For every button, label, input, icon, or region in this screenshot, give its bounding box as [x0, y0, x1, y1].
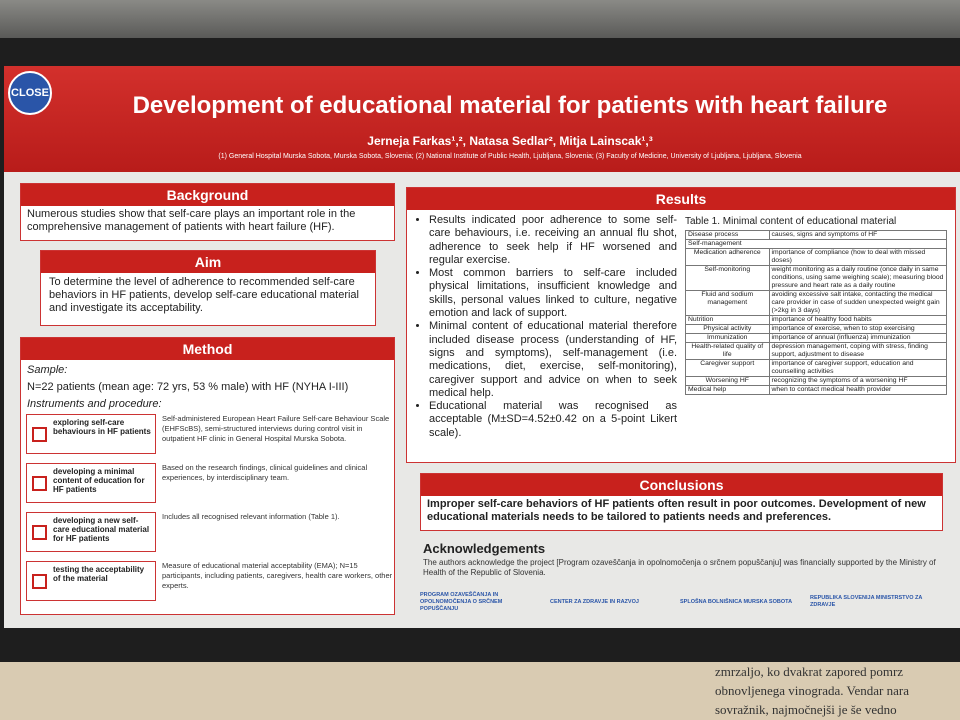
table-cell: Nutrition	[685, 315, 770, 325]
table-row: Physical activity importance of exercise,…	[685, 324, 948, 334]
table-cell: when to contact medical health provider	[768, 385, 948, 395]
table-row: Medication adherence importance of compli…	[685, 248, 948, 266]
table-cell: Self-monitoring	[685, 265, 770, 291]
header-band	[4, 66, 960, 172]
method-step: exploring self-care behaviours in HF pat…	[26, 414, 396, 458]
table-cell: importance of exercise, when to stop exe…	[768, 324, 948, 334]
table-row: Self-monitoring weight monitoring as a da…	[685, 265, 948, 291]
ack-text: The authors acknowledge the project [Pro…	[423, 558, 936, 577]
table-cell: Fluid and sodium management	[685, 290, 770, 316]
section-heading: Background	[21, 184, 394, 206]
result-bullet: Educational material was recognised as a…	[429, 400, 677, 440]
table-row: Immunization importance of annual (influe…	[685, 333, 948, 343]
instruments-label: Instruments and procedure:	[27, 398, 162, 410]
table-cell: Caregiver support	[685, 359, 770, 377]
step-label: developing a minimal content of educatio…	[26, 463, 156, 503]
affiliations: (1) General Hospital Murska Sobota, Murs…	[218, 153, 802, 160]
results-section: Results Results indicated poor adherence…	[406, 187, 956, 463]
wall-line: obnovljenega vinograda. Vendar nara	[715, 683, 909, 698]
step-label: testing the acceptability of the materia…	[26, 561, 156, 601]
table-cell: importance of healthy food habits	[768, 315, 948, 325]
table-row: Fluid and sodium management avoiding exce…	[685, 290, 948, 316]
conclusions-section: Conclusions Improper self-care behaviors…	[420, 473, 943, 531]
wall-text: zmrzaljo, ko dvakrat zapored pomrz obnovl…	[715, 662, 960, 719]
aim-section: Aim To determine the level of adherence …	[40, 250, 376, 326]
table-row: Nutrition importance of healthy food habi…	[685, 315, 948, 325]
section-text: Improper self-care behaviors of HF patie…	[427, 498, 926, 523]
table-row: Health-related quality of life depression…	[685, 342, 948, 360]
table-row: Medical help when to contact medical heal…	[685, 385, 948, 395]
section-heading: Conclusions	[421, 474, 942, 496]
table-row: Disease process causes, signs and symptom…	[685, 230, 948, 240]
wall-line: zmrzaljo, ko dvakrat zapored pomrz	[715, 664, 904, 679]
table-cell: depression management, coping with stres…	[768, 342, 948, 360]
table-cell: Disease process	[685, 230, 770, 240]
table-cell: Physical activity	[685, 324, 770, 334]
table-cell: importance of annual (influenza) immuniz…	[768, 333, 948, 343]
table-cell: importance of caregiver support, educati…	[768, 359, 948, 377]
table-cell: recognizing the symptoms of a worsening …	[768, 376, 948, 386]
wall-bottom	[0, 662, 960, 720]
step-text: Self-administered European Heart Failure…	[162, 414, 390, 443]
step-text: Based on the research findings, clinical…	[162, 463, 368, 482]
table-cell: Self-management	[685, 239, 947, 249]
table-cell: Medical help	[685, 385, 770, 395]
section-text: Numerous studies show that self-care pla…	[27, 208, 356, 233]
section-heading: Results	[407, 188, 955, 210]
sample-label: Sample:	[27, 364, 68, 376]
section-heading: Aim	[41, 251, 375, 273]
table-row: Worsening HF recognizing the symptoms of …	[685, 376, 948, 386]
wall-line: sovražnik, najmočnejši je še vedno	[715, 702, 897, 717]
result-bullet: Results indicated poor adherence to some…	[429, 214, 677, 267]
table-cell: Immunization	[685, 333, 770, 343]
table-block: Table 1. Minimal content of educational …	[685, 216, 948, 395]
table-cell: importance of compliance (how to deal wi…	[768, 248, 948, 266]
method-step: developing a new self-care educational m…	[26, 512, 396, 556]
table-cell: Medication adherence	[685, 248, 770, 266]
logo-text: REPUBLIKA SLOVENIJA MINISTRSTVO ZA ZDRAV…	[810, 595, 923, 608]
result-bullet: Most common barriers to self-care includ…	[429, 267, 677, 320]
content-table: Disease process causes, signs and symptom…	[685, 230, 948, 395]
table-title: Table 1. Minimal content of educational …	[685, 216, 897, 227]
logo-text: PROGRAM OZAVEŠČANJA IN OPOLNOMOČENJA O S…	[420, 591, 503, 612]
logos: PROGRAM OZAVEŠČANJA IN OPOLNOMOČENJA O S…	[420, 584, 950, 620]
result-bullet: Minimal content of educational material …	[429, 320, 677, 400]
method-step: developing a minimal content of educatio…	[26, 463, 396, 507]
table-cell: weight monitoring as a daily routine (on…	[768, 265, 948, 291]
results-list: Results indicated poor adherence to some…	[415, 214, 677, 440]
section-heading: Method	[21, 338, 394, 360]
table-cell: Worsening HF	[685, 376, 770, 386]
step-label: developing a new self-care educational m…	[26, 512, 156, 552]
title: Development of educational material for …	[132, 92, 888, 119]
logo-text: CENTER ZA ZDRAVJE IN RAZVOJ	[550, 598, 639, 605]
sample-text: N=22 patients (mean age: 72 yrs, 53 % ma…	[27, 381, 349, 393]
step-text: Measure of educational material acceptab…	[162, 561, 393, 590]
wall	[0, 0, 960, 38]
close-button[interactable]: CLOSE	[8, 71, 52, 115]
step-text: Includes all recognised relevant informa…	[162, 512, 340, 521]
background-section: Background Numerous studies show that se…	[20, 183, 395, 241]
table-cell: causes, signs and symptoms of HF	[768, 230, 948, 240]
section-text: To determine the level of adherence to r…	[49, 276, 359, 314]
ack-heading: Acknowledgements	[423, 541, 546, 556]
logo-text: SPLOŠNA BOLNIŠNICA MURSKA SOBOTA	[680, 598, 793, 605]
table-row: Caregiver support importance of caregiver…	[685, 359, 948, 377]
table-cell: avoiding excessive salt intake, contacti…	[768, 290, 948, 316]
step-label: exploring self-care behaviours in HF pat…	[26, 414, 156, 454]
authors: Jerneja Farkas¹,², Natasa Sedlar², Mitja…	[367, 134, 653, 148]
table-cell: Health-related quality of life	[685, 342, 770, 360]
table-row: Self-management	[685, 239, 947, 249]
method-step: testing the acceptability of the materia…	[26, 561, 396, 605]
